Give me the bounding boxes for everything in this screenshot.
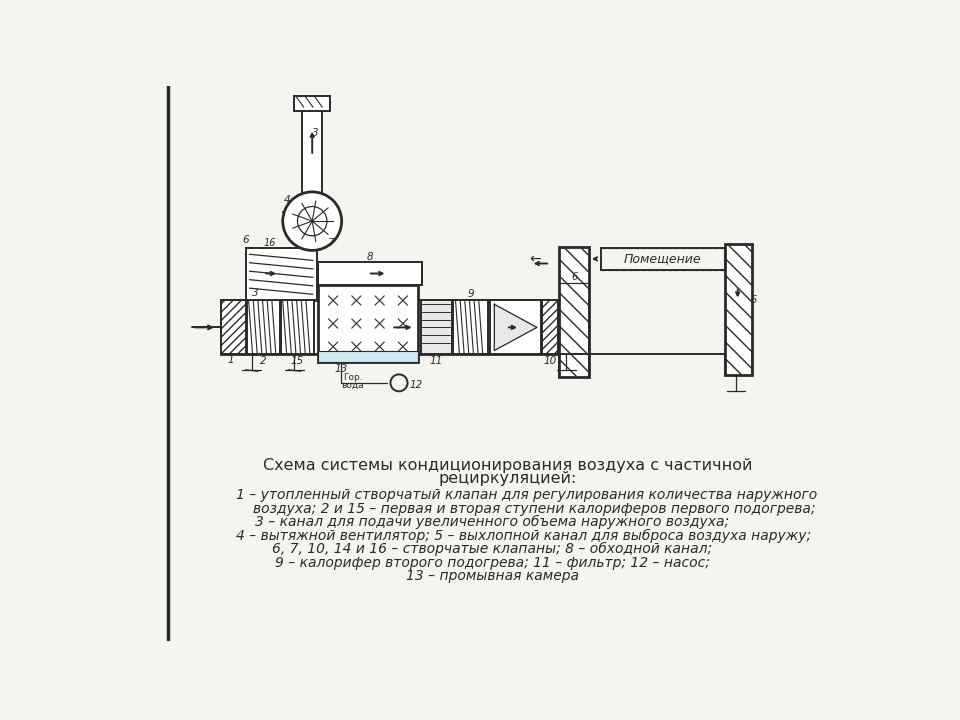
Text: 1 – утопленный створчатый клапан для регулирования количества наружного: 1 – утопленный створчатый клапан для рег…: [236, 488, 818, 503]
Bar: [560, 246, 588, 377]
Text: 6: 6: [242, 235, 249, 246]
Bar: [725, 244, 752, 375]
Bar: [560, 246, 588, 377]
Text: 3: 3: [252, 288, 258, 298]
Text: 15: 15: [291, 356, 304, 366]
Text: 3 – канал для подачи увеличенного объема наружного воздуха;: 3 – канал для подачи увеличенного объема…: [255, 516, 729, 529]
Text: 10: 10: [543, 356, 557, 366]
Bar: [302, 109, 323, 198]
Text: 6, 7, 10, 14 и 16 – створчатые клапаны; 8 – обходной канал;: 6, 7, 10, 14 и 16 – створчатые клапаны; …: [272, 542, 712, 557]
Bar: [246, 248, 317, 300]
Bar: [318, 351, 419, 362]
Polygon shape: [494, 305, 537, 351]
Circle shape: [283, 192, 342, 251]
Text: 4 – вытяжной вентилятор; 5 – выхлопной канал для выброса воздуха наружу;: 4 – вытяжной вентилятор; 5 – выхлопной к…: [236, 528, 811, 543]
Bar: [295, 96, 330, 111]
Text: 3: 3: [312, 127, 319, 138]
Bar: [221, 300, 246, 354]
Bar: [542, 300, 558, 354]
Bar: [453, 300, 488, 354]
Text: 13: 13: [334, 364, 348, 374]
Bar: [221, 300, 577, 354]
Text: вода: вода: [341, 381, 364, 390]
Text: 2: 2: [260, 356, 267, 366]
Bar: [318, 285, 419, 362]
Bar: [247, 300, 279, 354]
Text: 1: 1: [228, 355, 234, 365]
Text: 13 – промывная камера: 13 – промывная камера: [405, 570, 579, 583]
Text: Схема системы кондиционирования воздуха с частичной: Схема системы кондиционирования воздуха …: [263, 457, 753, 472]
Text: рециркуляцией:: рециркуляцией:: [439, 472, 577, 487]
Text: 8: 8: [366, 251, 372, 261]
Bar: [281, 300, 314, 354]
Bar: [420, 300, 452, 354]
Text: 9 – калорифер второго подогрева; 11 – фильтр; 12 – насос;: 9 – калорифер второго подогрева; 11 – фи…: [275, 556, 709, 570]
Bar: [601, 248, 725, 270]
Text: воздуха; 2 и 15 – первая и вторая ступени калориферов первого подогрева;: воздуха; 2 и 15 – первая и вторая ступен…: [253, 502, 816, 516]
Text: ←: ←: [529, 253, 540, 266]
Text: 6: 6: [751, 295, 757, 305]
Text: 12: 12: [409, 380, 422, 390]
Text: 9: 9: [468, 289, 474, 300]
Bar: [491, 300, 540, 354]
Text: Помещение: Помещение: [624, 253, 702, 266]
Text: 6: 6: [571, 272, 577, 282]
Text: 11: 11: [429, 356, 443, 366]
Text: 4: 4: [283, 195, 290, 205]
Text: 7: 7: [327, 238, 334, 248]
Text: Гор.: Гор.: [343, 373, 362, 382]
Bar: [318, 262, 422, 285]
Bar: [725, 244, 752, 375]
Text: 16: 16: [263, 238, 276, 248]
